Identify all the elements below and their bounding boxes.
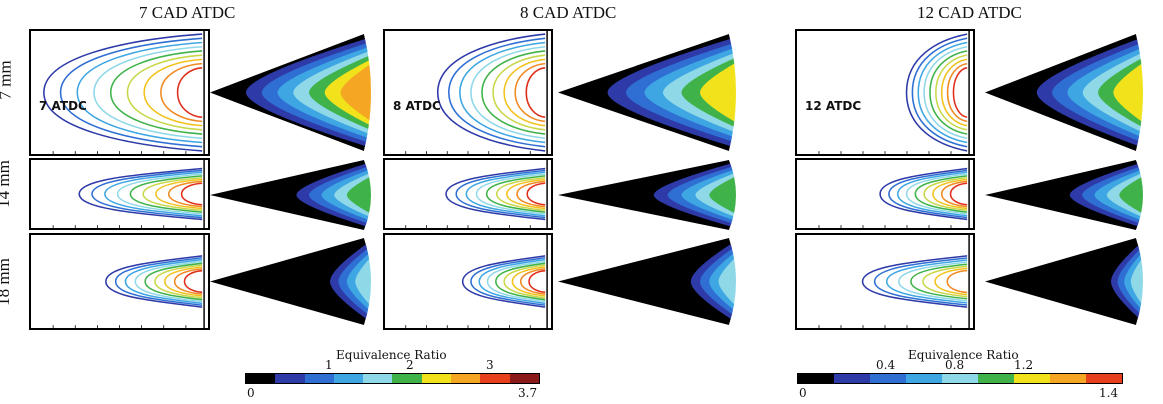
spray-contour-col1-row2 (210, 160, 378, 230)
contour-panel-col1-row1: 7 ATDC (29, 29, 210, 156)
contour-panel-col3-row1: 12 ATDC (795, 29, 975, 156)
colorbar-swatch-4 (942, 374, 978, 383)
colorbar-swatch-5 (978, 374, 1014, 383)
colorbar-swatch-8 (1086, 374, 1122, 383)
colorbar-left-title: Equivalence Ratio (336, 348, 447, 362)
row-label-7mm: 7 mm (0, 60, 15, 99)
colorbar-swatch-3 (333, 374, 364, 383)
colorbar-swatch-2 (870, 374, 906, 383)
colorbar-left-tick-2: 2 (406, 358, 414, 372)
contour-panel-col3-row2 (795, 158, 975, 230)
contour-panel-col1-row3 (29, 233, 210, 330)
colorbar-swatch-5 (392, 374, 422, 383)
spray-contour-col3-row2 (985, 160, 1150, 230)
contour-panel-col1-row2 (29, 158, 210, 230)
column-title-7cad: 7 CAD ATDC (139, 3, 236, 22)
contour-panel-col2-row1: 8 ATDC (383, 29, 553, 156)
spray-contour-col1-row3 (210, 238, 378, 325)
spray-contour-col1-row1 (210, 34, 378, 151)
colorbar-swatch-1 (275, 374, 305, 383)
colorbar-swatch-4 (363, 374, 393, 383)
column-title-12cad: 12 CAD ATDC (917, 3, 1022, 22)
colorbar-right-tick-3: 1.2 (1014, 358, 1034, 372)
colorbar-swatch-8 (480, 374, 510, 383)
colorbar-swatch-6 (421, 374, 452, 383)
colorbar-swatch-2 (304, 374, 334, 383)
colorbar-right-max: 1.4 (1099, 386, 1119, 400)
colorbar-left (245, 373, 540, 384)
colorbar-right-tick-2: 0.8 (945, 358, 965, 372)
spray-contour-col3-row3 (985, 238, 1150, 325)
contour-panel-col3-row3 (795, 233, 975, 330)
row-label-14mm: 14 mm (0, 160, 13, 208)
spray-contour-col3-row1 (985, 34, 1150, 151)
spray-contour-col2-row1 (558, 34, 743, 151)
colorbar-swatch-7 (451, 374, 481, 383)
colorbar-left-tick-3: 3 (486, 358, 494, 372)
panel-time-label-2: 8 ATDC (393, 99, 441, 113)
colorbar-swatch-1 (834, 374, 870, 383)
colorbar-left-tick-1: 1 (325, 358, 333, 372)
colorbar-right (797, 373, 1123, 384)
colorbar-swatch-7 (1050, 374, 1086, 383)
colorbar-left-min: 0 (247, 386, 255, 400)
colorbar-swatch-0 (798, 374, 834, 383)
spray-contour-col2-row2 (558, 160, 743, 230)
spray-contour-col2-row3 (558, 238, 743, 325)
colorbar-swatch-0 (246, 374, 276, 383)
contour-panel-col2-row3 (383, 233, 553, 330)
panel-time-label-1: 7 ATDC (39, 99, 87, 113)
contour-panel-col2-row2 (383, 158, 553, 230)
colorbar-left-max: 3.7 (518, 386, 538, 400)
colorbar-right-title: Equivalence Ratio (908, 348, 1019, 362)
colorbar-swatch-3 (906, 374, 942, 383)
colorbar-right-tick-1: 0.4 (876, 358, 896, 372)
panel-time-label-3: 12 ATDC (805, 99, 862, 113)
colorbar-right-min: 0 (799, 386, 807, 400)
colorbar-swatch-6 (1014, 374, 1050, 383)
column-title-8cad: 8 CAD ATDC (520, 3, 617, 22)
row-label-18mm: 18 mm (0, 258, 13, 306)
colorbar-swatch-9 (509, 374, 539, 383)
